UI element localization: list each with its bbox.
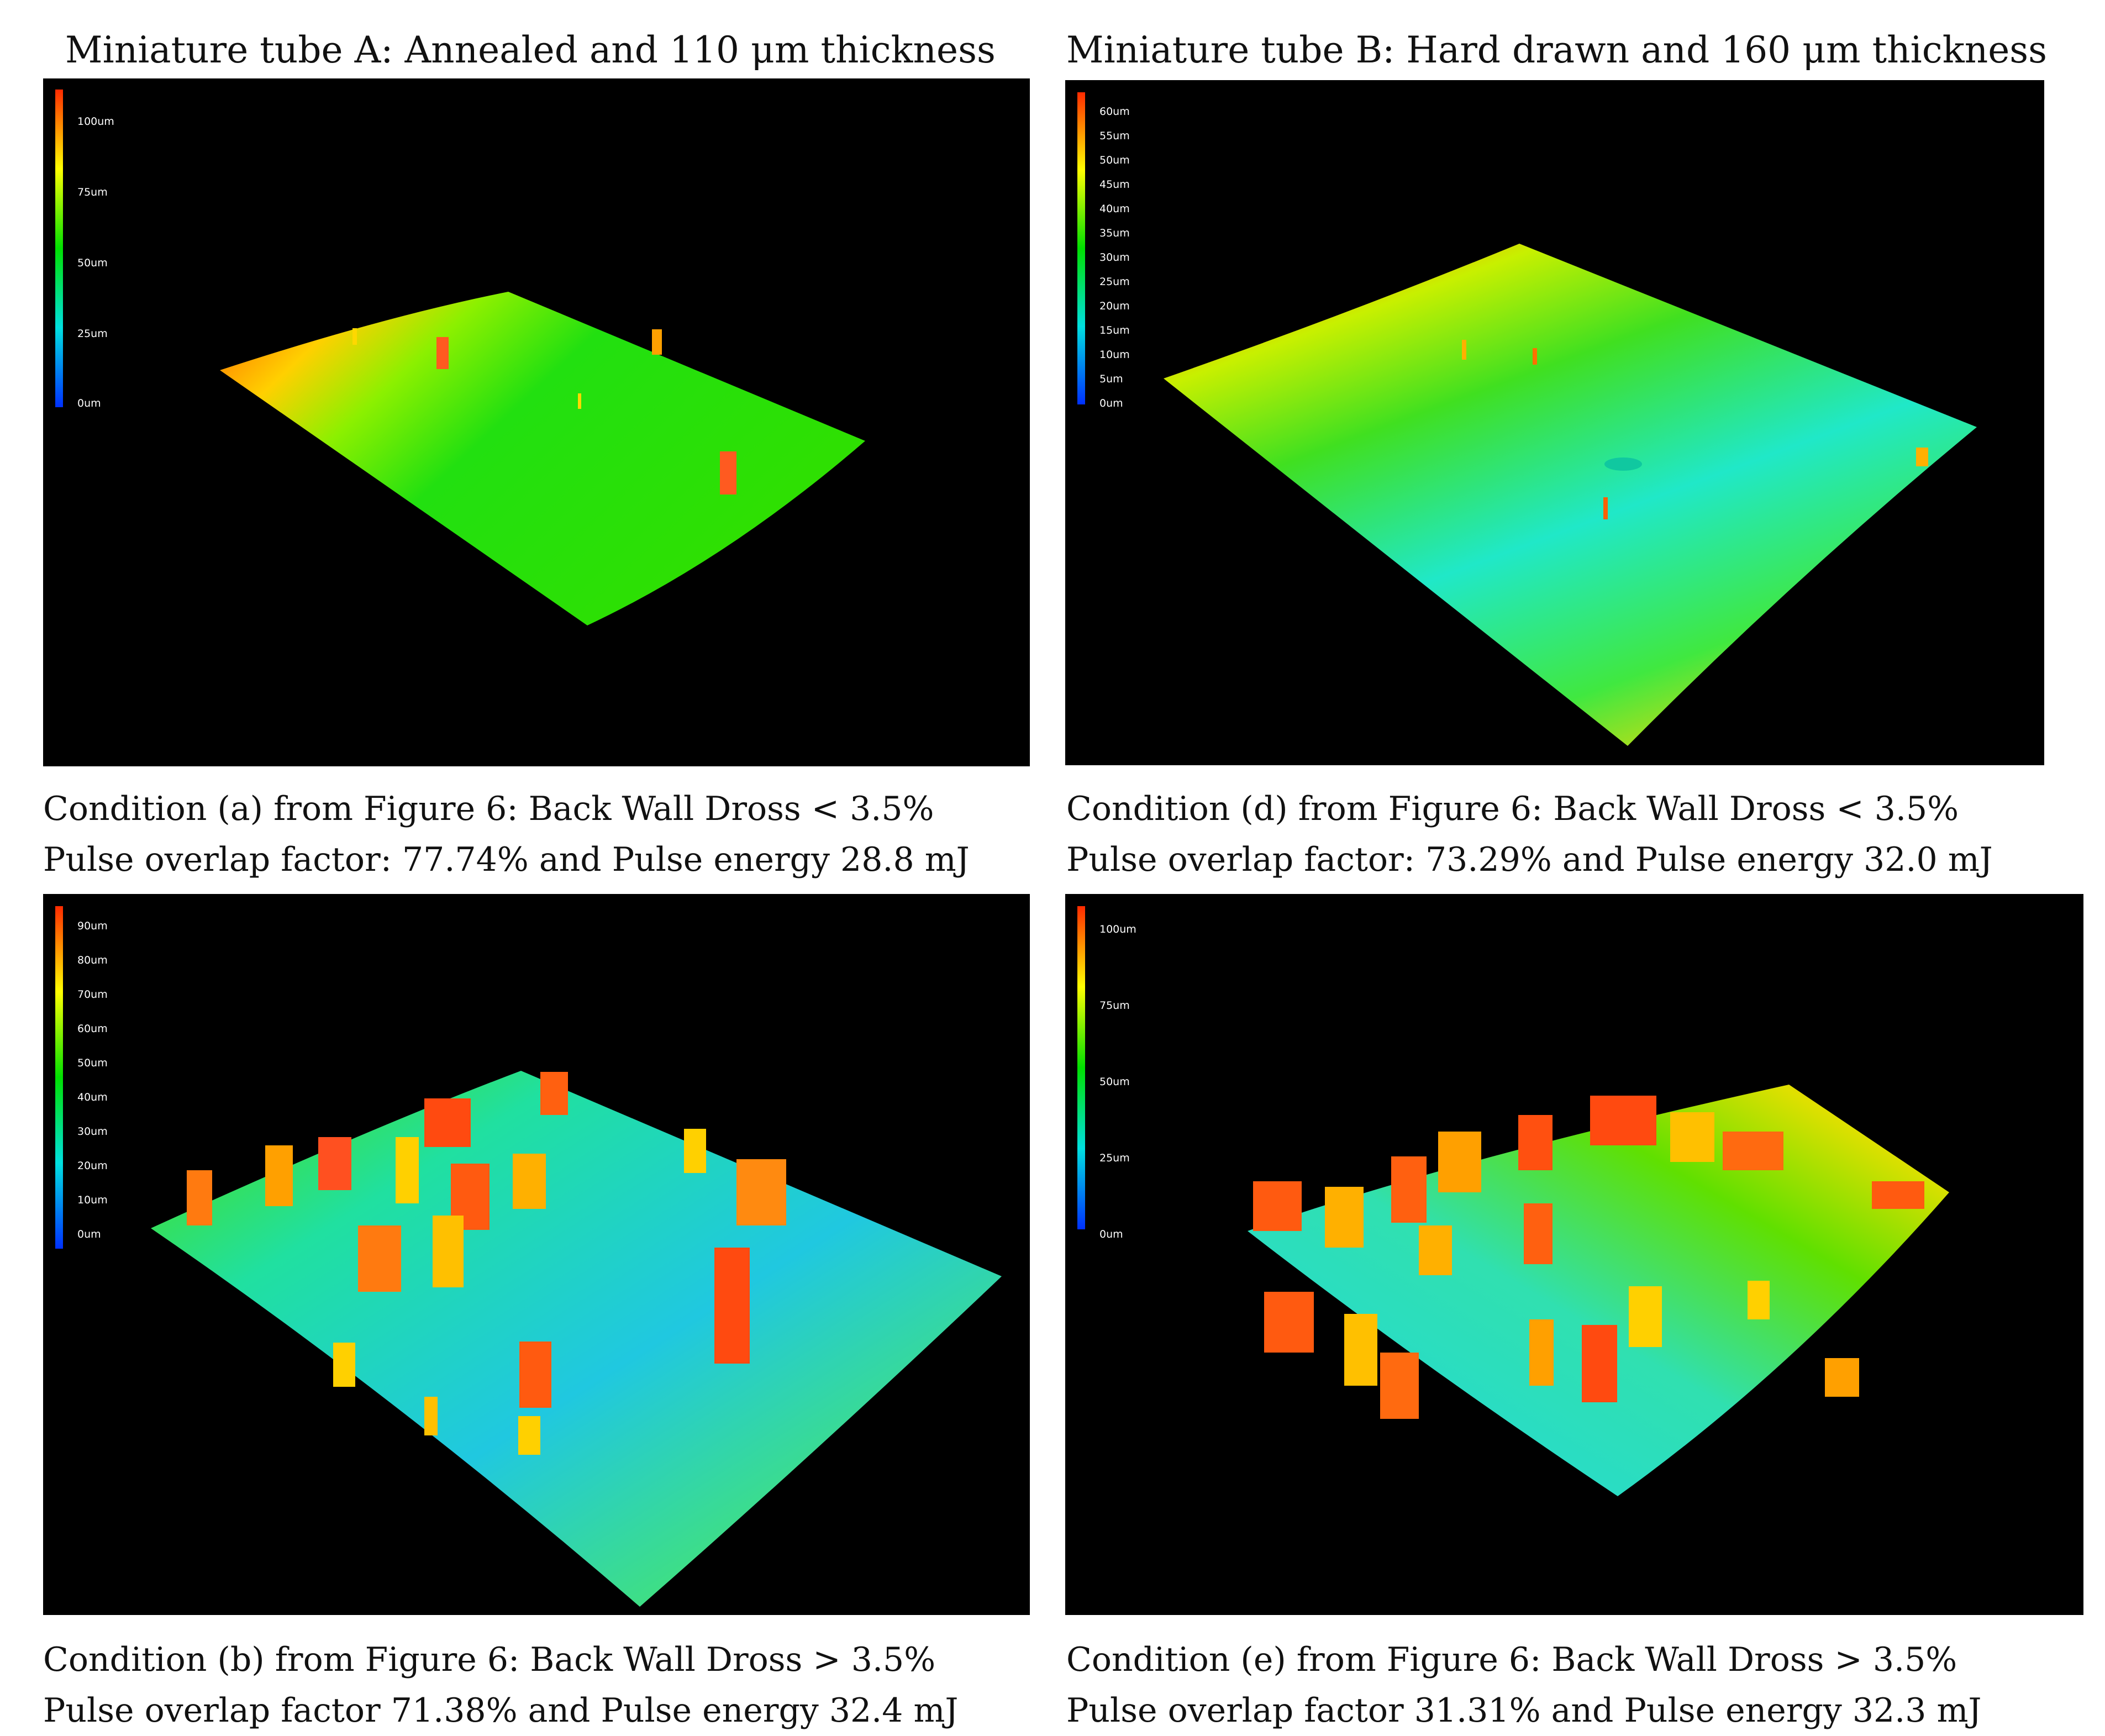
caption-panel-e: Condition (e) from Figure 6: Back Wall D… <box>1066 1634 1981 1736</box>
caption-condition: Condition (e) from Figure 6: Back Wall D… <box>1066 1640 1957 1679</box>
legend-tick: 50um <box>77 1057 108 1069</box>
caption-condition: Condition (b) from Figure 6: Back Wall D… <box>43 1640 936 1679</box>
surface-mesh <box>220 292 865 625</box>
legend-tick: 40um <box>1099 203 1130 215</box>
color-scale-bar <box>1077 906 1085 1229</box>
legend-tick: 50um <box>77 257 108 269</box>
caption-panel-a: Condition (a) from Figure 6: Back Wall D… <box>43 783 970 885</box>
surface-plot-panel-e: 100um 75um 50um 25um 0um <box>1065 894 2083 1615</box>
caption-parameters: Pulse overlap factor: 73.29% and Pulse e… <box>1066 840 1993 879</box>
surface-plot-panel-d: 60um 55um 50um 45um 40um 35um 30um 25um … <box>1065 80 2044 765</box>
legend-tick: 75um <box>77 186 108 198</box>
legend-tick: 0um <box>77 1228 101 1240</box>
legend-tick: 90um <box>77 920 108 932</box>
caption-panel-b: Condition (b) from Figure 6: Back Wall D… <box>43 1634 958 1736</box>
legend-tick: 100um <box>1099 923 1136 935</box>
legend-tick: 55um <box>1099 130 1130 142</box>
legend-tick: 0um <box>1099 397 1123 409</box>
legend-tick: 60um <box>77 1023 108 1035</box>
legend-tick: 10um <box>77 1194 108 1206</box>
legend-tick: 0um <box>77 397 101 409</box>
legend-tick: 30um <box>1099 251 1130 264</box>
legend-tick: 25um <box>1099 1152 1130 1164</box>
color-scale-bar <box>55 90 63 407</box>
legend-tick: 50um <box>1099 154 1130 166</box>
caption-parameters: Pulse overlap factor 71.38% and Pulse en… <box>43 1691 959 1730</box>
caption-parameters: Pulse overlap factor: 77.74% and Pulse e… <box>43 840 970 879</box>
legend-tick: 20um <box>1099 300 1130 312</box>
legend-tick: 70um <box>77 988 108 1001</box>
caption-panel-d: Condition (d) from Figure 6: Back Wall D… <box>1066 783 1993 885</box>
surface-mesh <box>1164 244 1977 746</box>
legend-tick: 25um <box>1099 276 1130 288</box>
legend-tick: 0um <box>1099 1228 1123 1240</box>
surface-plot-panel-b: 90um 80um 70um 60um 50um 40um 30um 20um … <box>43 894 1030 1615</box>
surface-plot-panel-a: 100um 75um 50um 25um 0um <box>43 78 1030 766</box>
legend-tick: 45um <box>1099 178 1130 191</box>
legend-tick: 80um <box>77 954 108 966</box>
legend-tick: 10um <box>1099 349 1130 361</box>
color-scale-bar <box>1077 92 1085 404</box>
column-title-tube-a: Miniature tube A: Annealed and 110 μm th… <box>65 29 996 71</box>
legend-tick: 15um <box>1099 324 1130 336</box>
legend-tick: 35um <box>1099 227 1130 239</box>
surface-mesh <box>1248 1085 1949 1496</box>
column-title-tube-b: Miniature tube B: Hard drawn and 160 μm … <box>1066 29 2048 71</box>
legend-tick: 75um <box>1099 999 1130 1012</box>
legend-tick: 100um <box>77 115 114 128</box>
caption-condition: Condition (d) from Figure 6: Back Wall D… <box>1066 790 1959 828</box>
caption-parameters: Pulse overlap factor 31.31% and Pulse en… <box>1066 1691 1982 1730</box>
surface-mesh <box>151 1071 1002 1607</box>
legend-tick: 5um <box>1099 373 1123 385</box>
legend-tick: 40um <box>77 1091 108 1103</box>
color-scale-bar <box>55 906 63 1249</box>
legend-tick: 60um <box>1099 106 1130 118</box>
legend-tick: 20um <box>77 1160 108 1172</box>
legend-tick: 30um <box>77 1125 108 1138</box>
legend-tick: 25um <box>77 328 108 340</box>
legend-tick: 50um <box>1099 1076 1130 1088</box>
caption-condition: Condition (a) from Figure 6: Back Wall D… <box>43 790 934 828</box>
